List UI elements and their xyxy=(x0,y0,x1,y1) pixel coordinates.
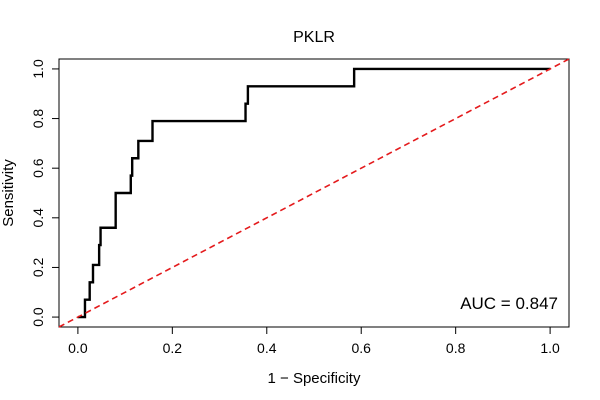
chart-title: PKLR xyxy=(293,29,335,46)
y-tick-label: 0.0 xyxy=(30,307,46,327)
y-tick-label: 0.2 xyxy=(30,258,46,278)
plot-area: 0.0 0.2 0.4 0.6 0.8 1.0 0.0 0.2 0.4 0.6 0.8 1.0 xyxy=(30,58,570,356)
y-tick-label: 0.4 xyxy=(30,208,46,228)
y-tick-label: 1.0 xyxy=(30,59,46,79)
y-tick-label: 0.6 xyxy=(30,158,46,178)
x-tick-label: 0.6 xyxy=(351,340,371,356)
x-tick-label: 0.4 xyxy=(257,340,277,356)
roc-curve xyxy=(77,67,551,319)
reference-diagonal-line xyxy=(58,58,570,328)
x-axis-title: 1 − Specificity xyxy=(268,370,361,387)
x-tick-label: 1.0 xyxy=(540,340,560,356)
auc-annotation: AUC = 0.847 xyxy=(460,294,558,313)
y-axis-title: Sensitivity xyxy=(0,159,17,227)
x-tick-label: 0.8 xyxy=(446,340,466,356)
x-tick-label: 0.0 xyxy=(68,340,88,356)
plot-frame xyxy=(58,58,570,328)
x-tick-label: 0.2 xyxy=(163,340,183,356)
y-tick-label: 0.8 xyxy=(30,109,46,129)
